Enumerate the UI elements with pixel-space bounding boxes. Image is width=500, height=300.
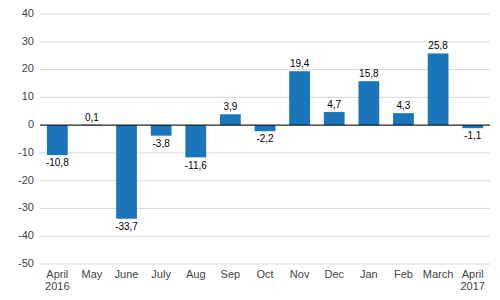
x-tick-label: March [423, 268, 454, 280]
x-tick-label-line: June [115, 268, 139, 280]
x-tick-label-line: April [462, 268, 484, 280]
x-tick-label: April2017 [460, 268, 484, 292]
y-tick-label: 0 [28, 118, 34, 130]
data-label: -10,8 [46, 157, 69, 168]
bar [393, 113, 414, 125]
x-tick-label: May [82, 268, 103, 280]
grid-line [40, 125, 490, 126]
page: {"chart_data": {"type": "bar", "categori… [0, 0, 500, 300]
grid-line [40, 97, 490, 98]
x-tick-label: Oct [256, 268, 273, 280]
data-label: -33,7 [115, 221, 138, 232]
zero-line [40, 125, 490, 126]
data-label: -2,2 [256, 133, 274, 144]
bar [255, 125, 276, 131]
y-tick-label: 20 [22, 62, 34, 74]
grid [40, 14, 490, 264]
x-tick-label: Aug [186, 268, 206, 280]
x-tick-label: June [115, 268, 139, 280]
grid-line [40, 208, 490, 209]
x-tick-label-line: 2017 [460, 280, 484, 292]
x-tick-label-line: Jan [360, 268, 378, 280]
bars [47, 53, 483, 218]
x-tick-label-line: Feb [394, 268, 413, 280]
data-label: 4,3 [397, 100, 411, 111]
y-tick-label: -20 [18, 174, 34, 186]
y-tick-label: -30 [18, 201, 34, 213]
x-tick-label: Nov [290, 268, 310, 280]
bar [185, 125, 206, 157]
bar [220, 114, 241, 125]
x-tick-label: Dec [324, 268, 344, 280]
data-label: -3,8 [153, 138, 171, 149]
x-tick-label-line: 2016 [45, 280, 69, 292]
x-tick-label-line: March [423, 268, 454, 280]
x-tick-label-line: April [46, 268, 68, 280]
bar [289, 71, 310, 125]
x-tick-label-line: Sep [221, 268, 241, 280]
grid-line [40, 41, 490, 42]
bar [428, 53, 449, 125]
data-label: -11,6 [185, 160, 207, 171]
x-tick-label: Jan [360, 268, 378, 280]
bar [358, 81, 379, 125]
grid-line [40, 152, 490, 153]
x-tick-label-line: Aug [186, 268, 206, 280]
data-label: 25,8 [428, 40, 448, 51]
y-tick-label: -10 [18, 146, 34, 158]
x-tick-label-line: Dec [324, 268, 344, 280]
bar [324, 112, 345, 125]
y-tick-label: -50 [18, 257, 34, 269]
chart: -50 -40 -30 -20 -10 0 10 20 30 40 -10,8 0,1 -33,7 -3,… [0, 0, 500, 300]
y-tick-label: -40 [18, 229, 34, 241]
data-label: 3,9 [223, 101, 237, 112]
bar [116, 125, 137, 219]
data-label: 15,8 [359, 68, 379, 79]
x-tick-label: April2016 [45, 268, 69, 292]
bar [47, 125, 68, 155]
y-tick-label: 40 [22, 7, 34, 19]
bar [151, 125, 172, 136]
x-tick-label-line: Nov [290, 268, 310, 280]
grid-line [40, 69, 490, 70]
x-tick-label: Feb [394, 268, 413, 280]
grid-line [40, 14, 490, 15]
x-tick-label: July [151, 268, 171, 280]
grid-line [40, 264, 490, 265]
y-tick-label: 10 [22, 90, 34, 102]
chart-container: -50 -40 -30 -20 -10 0 10 20 30 40 -10,8 0,1 -33,7 -3,… [0, 0, 500, 300]
x-tick-label-line: Oct [256, 268, 273, 280]
data-label: 4,7 [327, 99, 341, 110]
x-tick-label: Sep [221, 268, 241, 280]
data-label: 19,4 [290, 58, 310, 69]
x-tick-label-line: July [151, 268, 171, 280]
data-label: 0,1 [85, 112, 99, 123]
y-tick-label: 30 [22, 35, 34, 47]
grid-line [40, 180, 490, 181]
x-tick-label-line: May [82, 268, 103, 280]
data-label: -1,1 [464, 130, 482, 141]
grid-line [40, 236, 490, 237]
